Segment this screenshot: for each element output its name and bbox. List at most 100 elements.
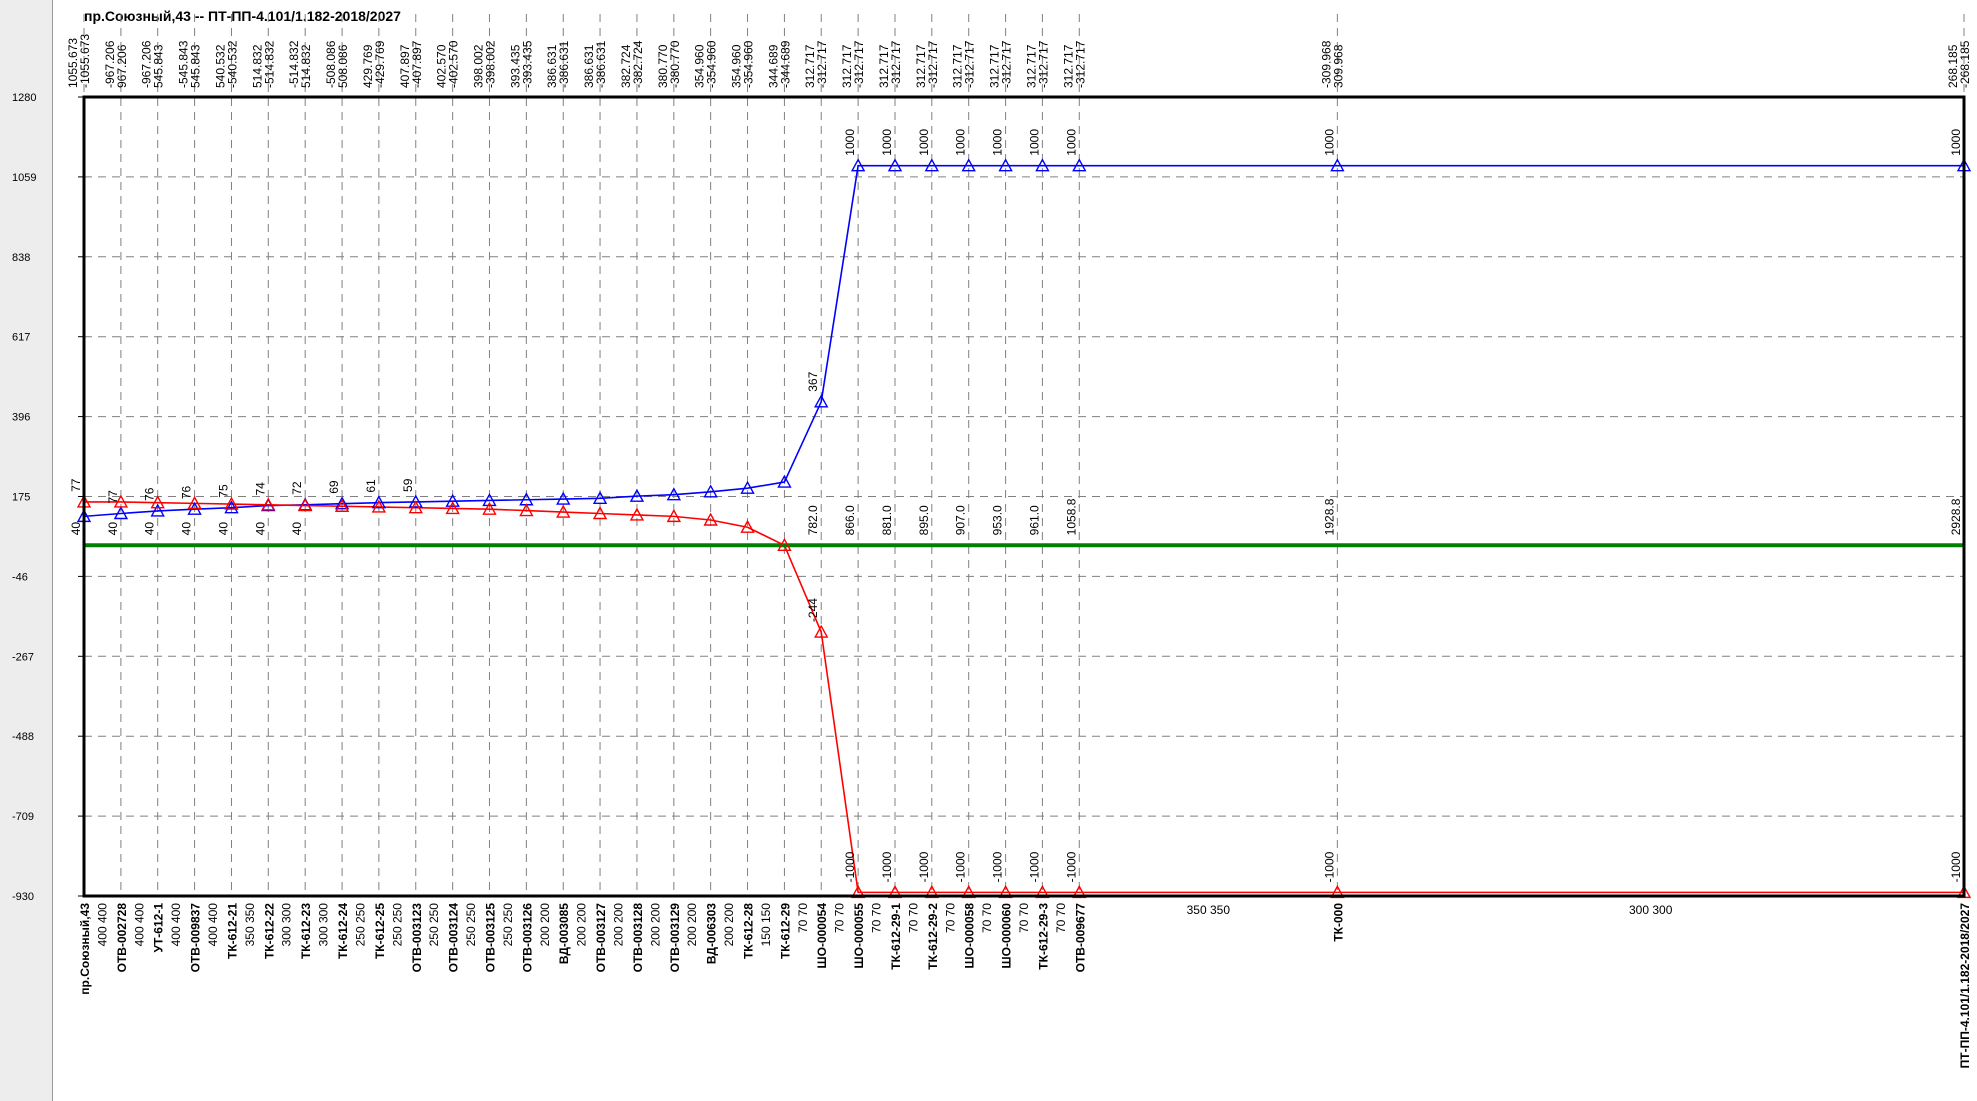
data-label-baseline: 866.0 xyxy=(843,505,857,535)
top-node-value: -344.689 xyxy=(778,40,792,88)
data-label-baseline: 1058.8 xyxy=(1064,498,1078,535)
segment-diameter: 300 300 xyxy=(1629,903,1673,917)
data-label-return: -1000 xyxy=(880,851,894,882)
grid-lines xyxy=(83,14,1965,896)
node-label: ОТВ-009677 xyxy=(1073,903,1087,973)
data-label-supply: 1000 xyxy=(1949,129,1963,156)
data-label-supply: 75 xyxy=(216,484,230,498)
series-line-supply xyxy=(83,164,1964,518)
y-tick-label: 396 xyxy=(12,412,30,424)
data-label-supply: 72 xyxy=(290,481,304,495)
bottom-node-labels: пр.Союзный,43 400 400 ОТВ-002728 400 400 УТ-… xyxy=(78,903,1972,1069)
y-tick-label: 1280 xyxy=(12,92,36,104)
top-node-value: 312.717 xyxy=(951,44,965,88)
y-tick-label: -46 xyxy=(12,571,28,583)
top-node-value: 312.717 xyxy=(803,44,817,88)
top-node-value: -354.960 xyxy=(705,40,719,88)
data-label-baseline: 40 xyxy=(290,522,304,536)
data-label-supply: 1000 xyxy=(954,129,968,156)
node-label: ПТ-ПП-4.101/1.182-2018/2027 xyxy=(1958,903,1972,1069)
top-node-value: -967.206 xyxy=(140,40,154,88)
segment-diameter: 70 70 xyxy=(906,903,920,933)
marker-return xyxy=(814,624,829,638)
node-label: ТК-000 xyxy=(1331,903,1345,942)
left-panel-strip xyxy=(0,0,53,1101)
top-node-value: 545.843 xyxy=(152,44,166,88)
segment-diameter: 70 70 xyxy=(833,903,847,933)
top-node-value: 514.832 xyxy=(250,44,264,88)
segment-diameter: 400 400 xyxy=(95,903,109,947)
marker-return xyxy=(371,499,387,513)
segment-diameter: 150 150 xyxy=(759,903,773,947)
top-node-value: -382.724 xyxy=(631,40,645,88)
series-markers xyxy=(76,158,1972,899)
marker-supply xyxy=(850,158,866,172)
marker-supply xyxy=(1072,158,1087,172)
segment-diameter: 400 400 xyxy=(169,903,183,947)
marker-return xyxy=(408,500,423,514)
segment-diameter: 250 250 xyxy=(353,903,367,947)
marker-supply xyxy=(629,488,645,502)
y-tick-label: 175 xyxy=(12,492,30,504)
data-label-return: -1000 xyxy=(843,851,857,882)
marker-supply xyxy=(482,493,497,507)
plot-frame xyxy=(82,95,1966,898)
top-node-value: -545.843 xyxy=(177,40,191,88)
top-node-value: -393.435 xyxy=(520,40,534,88)
data-label-baseline: 953.0 xyxy=(991,505,1005,535)
top-node-value: -386.631 xyxy=(594,40,608,88)
marker-supply xyxy=(150,503,165,517)
series-lines xyxy=(83,164,1964,894)
top-node-value: -402.570 xyxy=(447,40,461,88)
data-label-baseline: 40 xyxy=(143,522,157,536)
data-label-supply: 76 xyxy=(180,485,194,499)
segment-diameter: 70 70 xyxy=(980,903,994,933)
node-label: ТК-612-25 xyxy=(373,903,387,959)
marker-return xyxy=(666,508,682,523)
data-label-supply: 69 xyxy=(327,480,341,494)
top-node-value: -514.832 xyxy=(262,40,276,88)
data-label-baseline: 40 xyxy=(106,522,120,536)
top-node-value: -540.532 xyxy=(225,40,239,88)
data-label-supply: 76 xyxy=(143,487,157,501)
segment-diameter: 250 250 xyxy=(501,903,515,947)
top-node-value: -312.717 xyxy=(889,40,903,88)
top-node-value: 1055.673 xyxy=(66,38,80,88)
top-node-value: 312.717 xyxy=(1061,44,1075,88)
top-node-value: -380.770 xyxy=(668,40,682,88)
marker-supply xyxy=(445,493,460,507)
data-label-supply: 1000 xyxy=(917,129,931,156)
data-label-return: -1000 xyxy=(991,851,1005,882)
data-label-return: -244 xyxy=(806,598,820,622)
node-label: ТК-612-29-1 xyxy=(889,903,903,970)
segment-diameter: 300 300 xyxy=(280,903,294,947)
marker-supply xyxy=(961,158,976,172)
top-node-value: 967.206 xyxy=(115,44,129,88)
top-node-value: -312.717 xyxy=(1073,40,1087,88)
marker-supply xyxy=(924,158,939,172)
y-tick-label: 617 xyxy=(12,332,30,344)
data-label-supply: 367 xyxy=(806,371,820,391)
top-node-value: 380.770 xyxy=(656,44,670,88)
data-label-baseline: 782.0 xyxy=(806,505,820,535)
node-label: ТК-612-24 xyxy=(336,903,350,959)
marker-return xyxy=(740,519,755,533)
top-node-value: 344.689 xyxy=(766,44,780,88)
segment-diameter: 400 400 xyxy=(132,903,146,947)
node-label: ШО-000060 xyxy=(1000,903,1014,969)
y-tick-label: -930 xyxy=(12,891,34,903)
node-label: пр.Союзный,43 xyxy=(78,903,92,995)
marker-return xyxy=(592,506,608,520)
data-label-return: -1000 xyxy=(1949,851,1963,882)
node-label: УТ-612-1 xyxy=(152,903,166,953)
data-label-supply: 1000 xyxy=(1027,129,1041,156)
y-tick-label: -267 xyxy=(12,651,34,663)
marker-return xyxy=(703,512,718,526)
top-node-value: -508.086 xyxy=(324,40,338,88)
data-label-baseline: 881.0 xyxy=(880,505,894,535)
marker-return xyxy=(224,496,239,510)
top-node-value: 386.631 xyxy=(582,44,596,88)
data-labels: 77 76 76 75 74 72 69 61 59 367 1000 1000 1000 1000 100… xyxy=(69,129,1963,883)
marker-supply xyxy=(666,487,682,501)
